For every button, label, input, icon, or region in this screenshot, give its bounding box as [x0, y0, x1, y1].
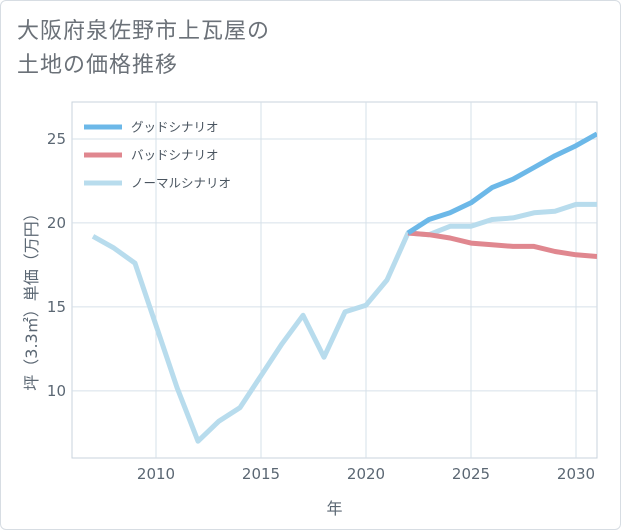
legend-label: ノーマルシナリオ	[131, 176, 231, 191]
x-tick-label: 2025	[452, 465, 490, 483]
x-axis-title: 年	[326, 499, 342, 518]
series-line-0	[406, 131, 597, 236]
legend-label: バッドシナリオ	[131, 148, 219, 163]
chart-title-line-2: 土地の価格推移	[17, 53, 179, 78]
series-line-2	[91, 201, 597, 444]
legend-label: グッドシナリオ	[131, 120, 219, 135]
chart-title-line-1: 大阪府泉佐野市上瓦屋の	[17, 19, 271, 44]
series-line-1	[407, 230, 597, 259]
y-axis-title: 坪（3.3㎡）単価（万円）	[22, 205, 41, 390]
y-tick-label: 15	[47, 298, 66, 316]
x-tick-label: 2010	[137, 465, 175, 483]
chart-title: 大阪府泉佐野市上瓦屋の 土地の価格推移	[17, 15, 270, 83]
y-tick-label: 25	[47, 130, 66, 148]
x-tick-label: 2030	[557, 465, 595, 483]
y-tick-label: 10	[47, 382, 66, 400]
x-tick-label: 2015	[242, 465, 280, 483]
y-tick-label: 20	[47, 214, 66, 232]
x-tick-label: 2020	[347, 465, 385, 483]
plot-area	[71, 101, 598, 459]
